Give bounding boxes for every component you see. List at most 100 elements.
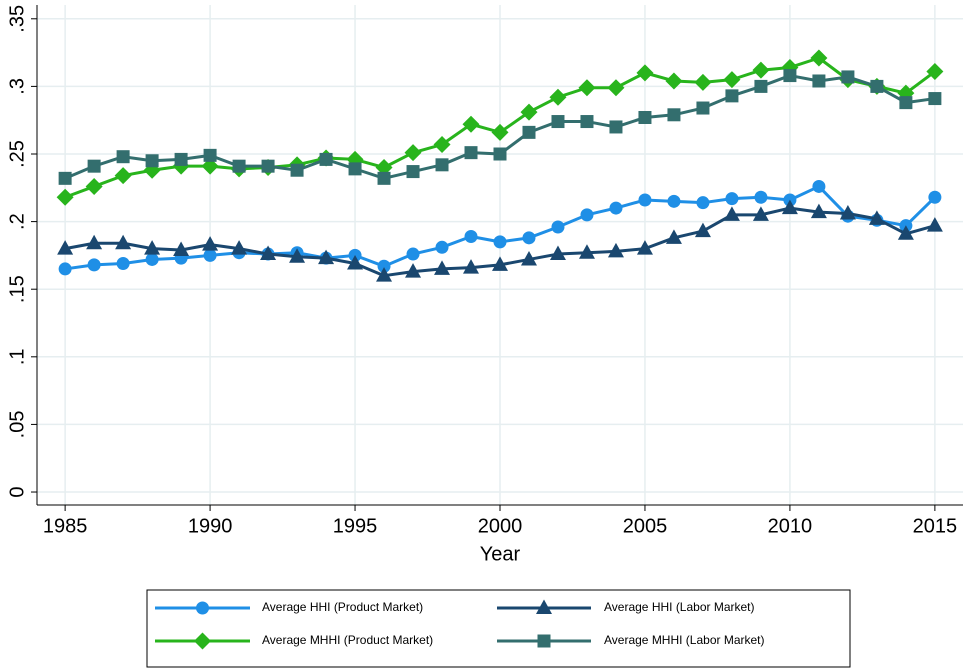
marker <box>348 162 362 176</box>
legend-marker <box>196 601 209 615</box>
marker <box>607 242 624 258</box>
marker <box>810 203 827 219</box>
marker <box>144 240 161 255</box>
marker <box>636 240 653 255</box>
legend-label: Average HHI (Product Market) <box>262 600 423 614</box>
marker <box>377 171 391 185</box>
marker <box>520 103 538 121</box>
marker <box>549 245 566 261</box>
marker <box>406 165 420 179</box>
legend-marker <box>537 634 551 648</box>
x-tick-label: 1990 <box>188 515 233 537</box>
marker <box>289 248 306 263</box>
marker <box>493 235 507 249</box>
marker <box>752 61 770 79</box>
marker <box>723 71 741 89</box>
marker <box>667 194 681 208</box>
y-tick-label: 0 <box>6 486 28 497</box>
marker <box>463 259 480 274</box>
marker <box>434 260 451 275</box>
marker <box>580 115 594 129</box>
y-tick-label: .25 <box>6 140 28 168</box>
marker <box>551 220 565 234</box>
legend-box <box>146 589 851 668</box>
marker <box>783 69 797 83</box>
marker <box>464 229 478 243</box>
marker <box>375 159 393 177</box>
marker <box>754 79 768 93</box>
marker <box>578 79 596 97</box>
marker <box>607 79 625 97</box>
x-tick-label: 2010 <box>768 515 813 537</box>
marker <box>203 148 217 162</box>
marker <box>462 115 480 133</box>
marker <box>231 240 248 255</box>
marker <box>464 146 478 160</box>
legend-label: Average MHHI (Product Market) <box>262 633 433 647</box>
marker <box>114 167 132 185</box>
y-tick-label: .2 <box>6 213 28 230</box>
marker <box>56 188 74 206</box>
marker <box>522 231 536 245</box>
marker <box>928 92 942 106</box>
marker <box>318 249 335 265</box>
marker <box>638 193 652 207</box>
marker <box>897 225 914 240</box>
marker <box>522 125 536 139</box>
legend-label: Average HHI (Labor Market) <box>604 600 755 614</box>
marker <box>551 115 565 129</box>
legend-marker <box>194 632 211 650</box>
marker <box>491 123 509 141</box>
marker <box>812 179 826 193</box>
marker <box>116 150 130 164</box>
marker <box>926 217 943 232</box>
marker <box>665 72 683 90</box>
marker <box>145 154 159 168</box>
marker <box>376 267 393 282</box>
marker <box>261 159 275 173</box>
marker <box>202 236 219 251</box>
marker <box>377 259 391 273</box>
marker <box>290 163 304 177</box>
marker <box>694 222 711 238</box>
legend-label: Average MHHI (Labor Market) <box>604 633 765 647</box>
marker <box>696 101 710 115</box>
marker <box>841 70 855 84</box>
marker <box>752 206 769 221</box>
marker <box>781 58 799 76</box>
marker <box>406 247 420 261</box>
marker <box>145 252 159 266</box>
marker <box>578 244 595 259</box>
marker <box>667 108 681 122</box>
y-tick-label: .15 <box>6 275 28 303</box>
y-tick-label: .1 <box>6 348 28 365</box>
marker <box>636 64 654 82</box>
marker <box>549 88 567 106</box>
marker <box>609 120 623 134</box>
marker <box>696 196 710 210</box>
x-tick-label: 2015 <box>913 515 958 537</box>
marker <box>405 263 422 278</box>
legend-marker <box>536 599 552 614</box>
marker <box>638 110 652 124</box>
marker <box>85 177 103 195</box>
marker <box>493 147 507 161</box>
marker <box>839 204 856 220</box>
marker <box>781 199 798 215</box>
marker <box>810 49 828 67</box>
marker <box>899 96 913 110</box>
x-tick-label: 2005 <box>623 515 668 537</box>
marker <box>57 240 74 255</box>
marker <box>115 234 132 250</box>
marker <box>694 73 712 91</box>
marker <box>86 234 103 250</box>
marker <box>404 144 422 162</box>
marker <box>260 245 277 261</box>
marker <box>232 159 246 173</box>
marker <box>319 152 333 166</box>
y-tick-label: .3 <box>6 78 28 95</box>
marker <box>609 201 623 215</box>
marker <box>433 136 451 154</box>
